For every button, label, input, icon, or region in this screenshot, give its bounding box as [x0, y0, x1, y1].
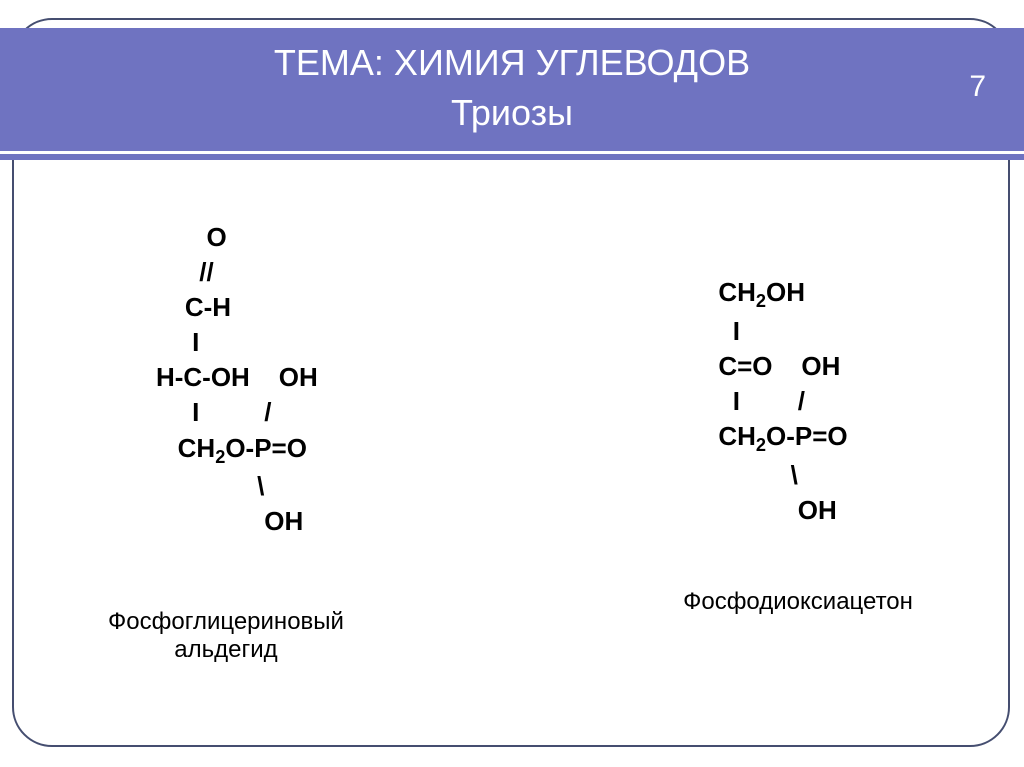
- left-column: O // C-H I H-C-OH OH I / CH2O-P=O \ OH Ф…: [0, 180, 512, 747]
- header-underline: [0, 151, 1024, 154]
- header-band: ТЕМА: ХИМИЯ УГЛЕВОДОВ Триозы: [0, 28, 1024, 160]
- right-caption: Фосфодиоксиацетон: [683, 588, 913, 616]
- left-formula: O // C-H I H-C-OH OH I / CH2O-P=O \ OH: [134, 220, 317, 540]
- right-formula: CH2OH I C=O OH I / CH2O-P=O \ OH: [718, 275, 847, 528]
- left-caption: Фосфоглицериновыйальдегид: [108, 608, 344, 664]
- slide-subtitle: Триозы: [0, 84, 1024, 144]
- page-number: 7: [969, 70, 986, 104]
- content-area: O // C-H I H-C-OH OH I / CH2O-P=O \ OH Ф…: [0, 180, 1024, 747]
- right-column: CH2OH I C=O OH I / CH2O-P=O \ OH Фосфоди…: [512, 180, 1024, 747]
- slide-title: ТЕМА: ХИМИЯ УГЛЕВОДОВ: [0, 28, 1024, 84]
